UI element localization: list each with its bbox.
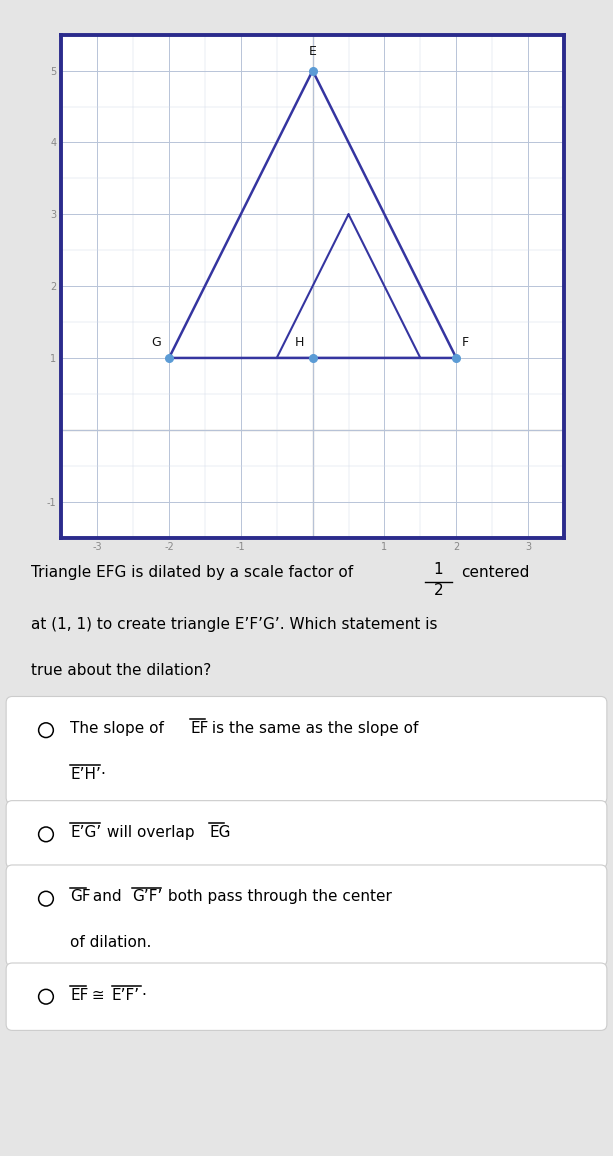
Text: EF: EF [70,987,89,1002]
Text: ·: · [100,766,105,781]
Text: E: E [309,45,316,58]
Text: GF: GF [70,889,91,904]
FancyBboxPatch shape [6,963,607,1030]
Text: ·: · [224,825,229,840]
Text: both pass through the center: both pass through the center [163,889,392,904]
Text: H: H [295,336,305,349]
FancyBboxPatch shape [6,696,607,803]
Text: is the same as the slope of: is the same as the slope of [207,721,418,736]
FancyBboxPatch shape [6,865,607,966]
FancyBboxPatch shape [6,801,607,868]
Text: 2: 2 [433,583,443,598]
Text: 1: 1 [433,562,443,577]
Text: E’F’: E’F’ [112,987,140,1002]
Text: will overlap: will overlap [102,825,199,840]
Text: and: and [88,889,126,904]
Text: of dilation.: of dilation. [70,935,152,950]
Text: F: F [462,336,468,349]
Text: ·: · [141,987,146,1002]
Text: at (1, 1) to create triangle E’F’G’. Which statement is: at (1, 1) to create triangle E’F’G’. Whi… [31,617,437,632]
Text: EG: EG [209,825,230,840]
Text: E’G’: E’G’ [70,825,102,840]
Text: The slope of: The slope of [70,721,169,736]
Text: true about the dilation?: true about the dilation? [31,662,211,677]
Text: ≅: ≅ [87,987,110,1002]
Text: G: G [151,336,161,349]
Text: Triangle EFG is dilated by a scale factor of: Triangle EFG is dilated by a scale facto… [31,565,352,580]
Text: EF: EF [190,721,208,736]
Text: centered: centered [462,565,530,580]
Text: G’F’: G’F’ [132,889,162,904]
Text: E’H’: E’H’ [70,766,101,781]
